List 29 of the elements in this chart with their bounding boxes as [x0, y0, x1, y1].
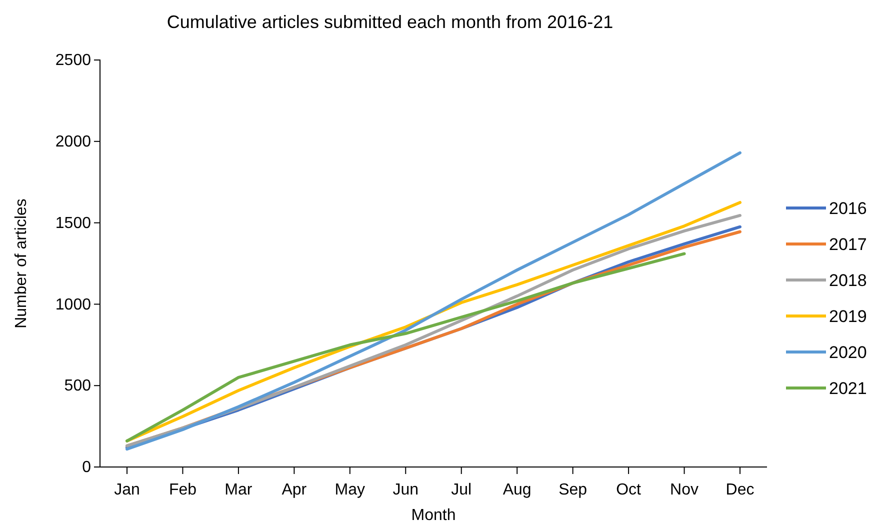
x-tick-label: Feb: [168, 482, 197, 499]
x-tick-label: Sep: [558, 482, 588, 499]
legend-label: 2018: [829, 270, 867, 290]
x-tick-label: May: [334, 482, 366, 499]
y-tick-label: 2500: [55, 52, 92, 70]
x-tick-label: Mar: [224, 482, 253, 499]
x-tick-label: Nov: [670, 482, 698, 499]
legend-label: 2021: [829, 378, 867, 398]
y-tick-label: 0: [82, 459, 92, 476]
legend-label: 2017: [829, 234, 867, 254]
y-tick-label: 2000: [55, 134, 92, 151]
line-series: [126, 252, 686, 442]
x-tick-label: Apr: [282, 482, 308, 499]
legend-label: 2020: [829, 342, 867, 362]
x-axis-title: Month: [411, 507, 456, 524]
chart-title: Cumulative articles submitted each month from 2016-21: [166, 12, 614, 32]
legend-label: 2019: [829, 306, 867, 326]
x-tick-label: Dec: [726, 482, 754, 499]
x-tick-label: Jan: [114, 482, 140, 499]
x-tick-label: Oct: [616, 482, 642, 499]
y-tick-label: 1000: [55, 296, 92, 314]
line-series: [126, 151, 742, 451]
y-tick-label: 500: [64, 378, 92, 395]
x-tick-label: Jul: [451, 482, 472, 499]
y-tick-label: 1500: [55, 214, 92, 232]
x-tick-label: Jun: [392, 482, 419, 499]
x-tick-label: Aug: [502, 482, 532, 499]
y-axis-title: Number of articles: [13, 198, 30, 328]
legend-label: 2016: [829, 198, 867, 218]
